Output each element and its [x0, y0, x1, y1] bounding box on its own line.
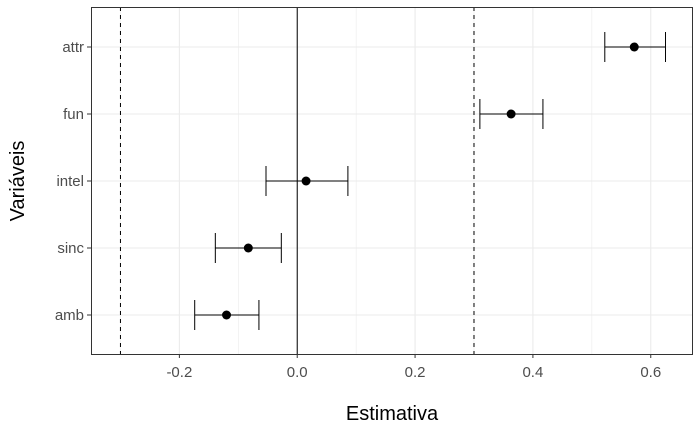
y-tick-label-fun: fun [63, 106, 84, 123]
x-tick-label: 0.6 [640, 364, 661, 381]
x-axis-ticks: -0.2 0.0 0.2 0.4 0.6 [166, 354, 661, 381]
y-tick-label-sinc: sinc [57, 240, 84, 257]
error-bars [194, 32, 666, 330]
plot-panel-border [91, 7, 693, 355]
x-tick-label: 0.2 [405, 364, 426, 381]
y-tick-label-intel: intel [56, 173, 84, 190]
x-axis-title: Estimativa [346, 403, 439, 425]
x-tick-label: -0.2 [166, 364, 192, 381]
data-point-fun [506, 109, 516, 119]
data-point-sinc [243, 243, 253, 253]
y-tick-label-amb: amb [55, 307, 84, 324]
y-tick-label-attr: attr [62, 39, 84, 56]
data-point-attr [629, 42, 639, 52]
y-axis-ticks: attr fun intel sinc amb [55, 39, 91, 324]
x-tick-label: 0.0 [287, 364, 308, 381]
data-point-amb [222, 310, 232, 320]
data-point-intel [301, 176, 311, 186]
y-axis-title: Variáveis [7, 141, 29, 222]
data-points [222, 42, 639, 320]
grid-lines [91, 7, 692, 354]
x-tick-label: 0.4 [522, 364, 543, 381]
